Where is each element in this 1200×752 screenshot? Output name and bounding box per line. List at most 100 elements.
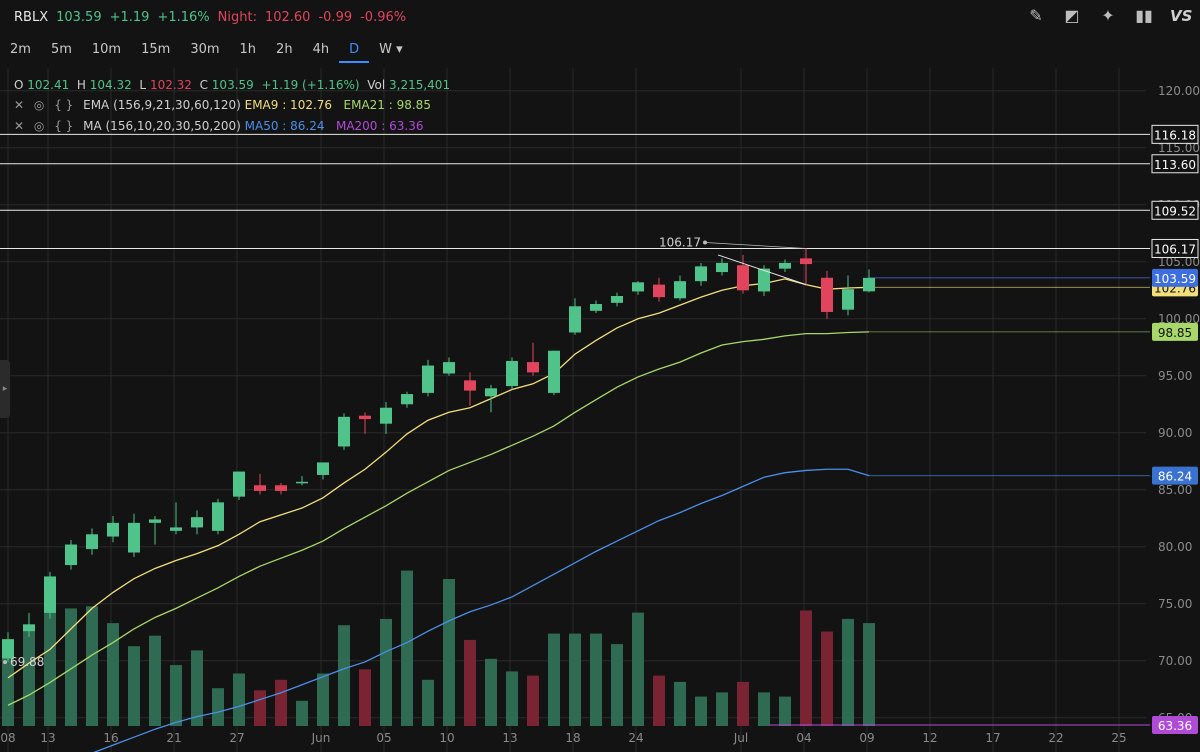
candle-body [86,534,98,550]
ema21-line [7,331,870,706]
volume-bar [212,688,224,726]
timeframe-7[interactable]: 4h [312,42,330,57]
peak-label: 106.17 [659,235,701,249]
close-icon[interactable]: ✕ [14,98,25,112]
toolbar: ✎ ◩ ✦ ▮▮ VS [1026,6,1193,25]
low-label: 69.88 [10,655,44,669]
timeframe-0[interactable]: 2m [10,42,31,57]
candle-body [212,502,224,531]
x-tick-label: 27 [229,731,244,745]
timeframe-3[interactable]: 15m [141,42,171,57]
x-tick-label: 17 [985,731,1000,745]
candle-body [695,266,707,282]
ohlc-legend: O 102.41 H 104.32 L 102.32 C 103.59 +1.1… [14,78,450,92]
candle-body [296,481,308,484]
y-tick-label: 70.00 [1158,654,1192,668]
volume-bar [380,618,392,726]
chevron-right-icon[interactable]: ▸ [0,360,10,418]
night-label: Night: [217,9,257,25]
x-tick-label: 18 [565,731,580,745]
price-chart[interactable]: 120.00115.00110.00105.00100.0095.0090.00… [0,68,1200,752]
volume-bar [296,700,308,726]
lightbulb-icon[interactable]: ✦ [1101,6,1115,25]
timeframe-9[interactable]: W ▾ [379,42,403,57]
level-label-box [1151,200,1199,220]
peak-marker-line [704,242,807,249]
candle-body [65,544,77,566]
ma-legend: ✕ ◎ { } MA (156,10,20,30,50,200) MA50 : … [14,119,423,133]
settings-braces-icon[interactable]: { } [54,98,74,112]
candle-body [338,416,350,447]
close-icon[interactable]: ✕ [14,119,25,133]
timeframe-2[interactable]: 10m [91,42,122,57]
eye-icon[interactable]: ◎ [33,119,45,133]
x-tick-label: Jul [733,731,748,745]
candle-body [485,388,497,397]
volume-bar [506,671,518,726]
ema21-tag: 98.85 [1158,326,1192,340]
volume-bar [170,665,182,726]
candle-body [233,471,245,497]
candlestick-icon[interactable]: ▮▮ [1135,6,1153,25]
quote-header: RBLX 103.59 +1.19 +1.16% Night: 102.60 -… [0,0,1200,34]
y-tick-label: 90.00 [1158,426,1192,440]
night-price: 102.60 [264,9,311,25]
settings-braces-icon[interactable]: { } [54,119,74,133]
candle-body [548,350,560,393]
timeframe-6[interactable]: 2h [276,42,293,57]
ma200-value: MA200 : 63.36 [335,119,424,133]
ema9-value: EMA9 : 102.76 [244,98,333,112]
candle-body [44,576,56,613]
x-tick-label: 24 [628,731,643,745]
x-tick-label: 12 [922,731,937,745]
timeframe-8[interactable]: D [339,37,370,63]
ma50-tag-box [1152,466,1198,485]
volume-bar [611,644,623,726]
candle-body [149,519,161,523]
level-label: 116.18 [1154,128,1196,142]
volume-bar [821,631,833,726]
candle-body [275,485,287,491]
ma50-line [93,468,870,752]
pencil-icon[interactable]: ✎ [1029,6,1043,25]
candle-body [422,365,434,393]
candle-body [653,284,665,298]
chart-area-icon[interactable]: ◩ [1064,6,1080,25]
x-tick-label: 13 [502,731,517,745]
volume-bar [254,690,266,726]
low-value: 102.32 [149,78,192,92]
open-value: 102.41 [27,78,70,92]
volume-bar [737,681,749,726]
candle-body [779,262,791,269]
trend-line [717,254,807,286]
volume-bar [107,623,119,726]
volume-bar [653,675,665,726]
y-tick-label: 85.00 [1158,483,1192,497]
timeframe-5[interactable]: 1h [239,42,257,57]
candle-body [464,380,476,391]
y-tick-label: 105.00 [1158,255,1200,269]
last-price-tag: 103.59 [1154,272,1196,286]
timeframe-1[interactable]: 5m [50,42,72,57]
eye-icon[interactable]: ◎ [33,98,45,112]
candle-body [317,462,329,475]
night-change-pct: -0.96% [360,9,407,25]
volume-value: 3,215,401 [389,78,451,92]
candle-body [107,522,119,537]
timeframe-4[interactable]: 30m [190,42,220,57]
volume-bar [401,570,413,726]
compare-button[interactable]: VS [1170,6,1193,25]
candle-body [632,282,644,292]
open-label: O [14,78,24,92]
last-price-tag-box [1152,268,1198,287]
volume-bar [485,658,497,726]
candle-body [170,527,182,531]
candle-body [569,306,581,333]
volume-bar [65,608,77,726]
level-label: 113.60 [1154,158,1196,172]
level-label: 106.17 [1154,242,1196,256]
volume-bar [674,681,686,726]
volume-label: Vol [367,78,386,92]
symbol[interactable]: RBLX [14,9,49,25]
ma-label: MA (156,10,20,30,50,200) [83,119,241,133]
